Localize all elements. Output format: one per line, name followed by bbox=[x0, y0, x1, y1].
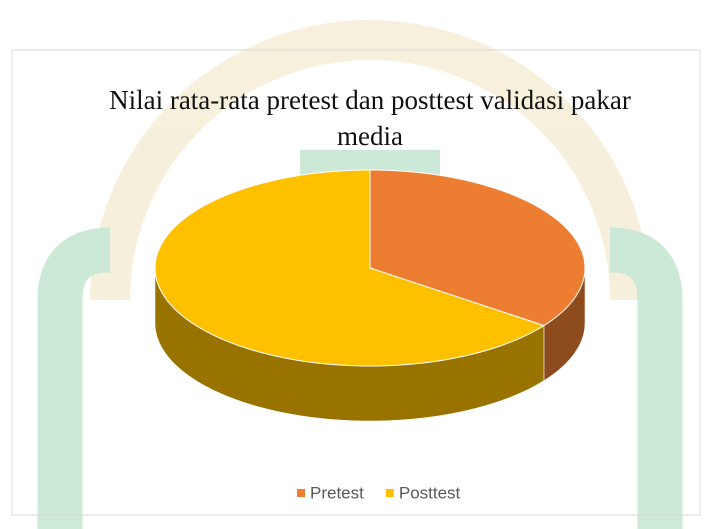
slice bbox=[369, 169, 586, 327]
legend: Pretest Posttest bbox=[297, 483, 461, 502]
legend-marker bbox=[385, 489, 394, 497]
legend-label: Pretest bbox=[310, 483, 364, 502]
legend-label: Posttest bbox=[399, 483, 461, 502]
slice bbox=[154, 169, 546, 367]
legend-marker bbox=[297, 489, 305, 497]
pie bbox=[154, 169, 586, 422]
chart-title: Nilai rata-rata pretest dan posttest val… bbox=[109, 85, 631, 151]
chart-border bbox=[11, 49, 701, 516]
